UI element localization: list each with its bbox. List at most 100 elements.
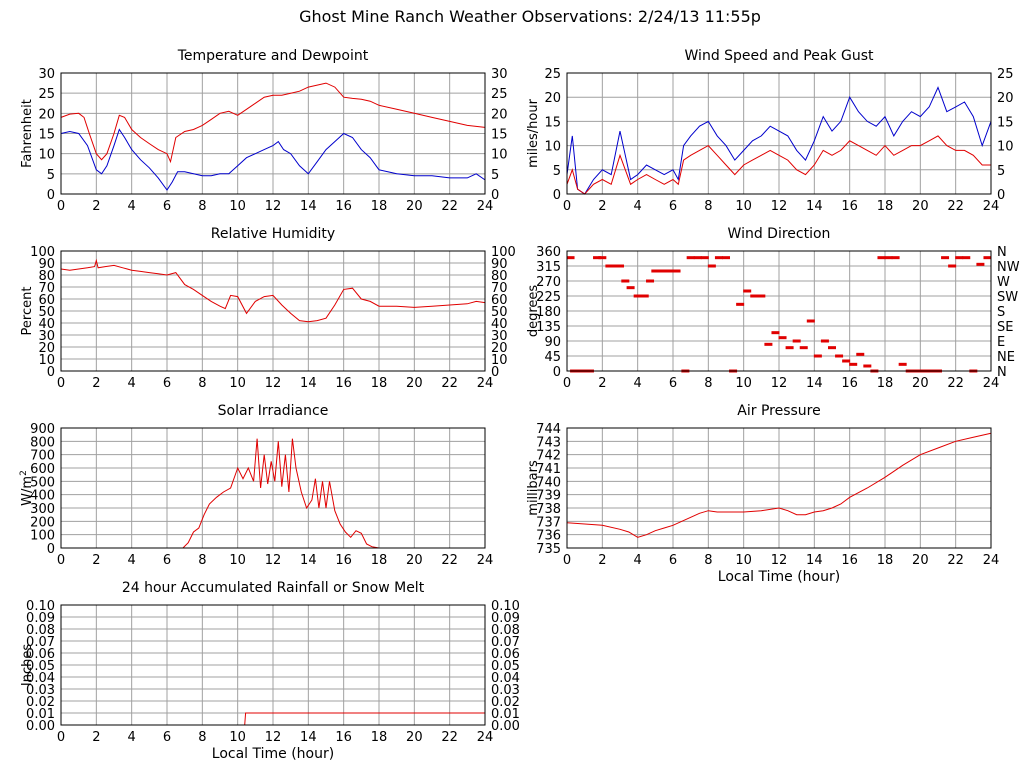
right-y-tick-label: 10	[491, 353, 508, 368]
x-tick-label: 16	[841, 376, 858, 391]
y-tick-label: 100	[30, 245, 55, 260]
x-tick-label: 8	[704, 199, 712, 214]
y-tick-label: 0.02	[26, 695, 55, 710]
y-tick-label: 737	[536, 515, 561, 530]
x-tick-label: 14	[806, 553, 823, 568]
x-tick-label: 18	[371, 199, 388, 214]
right-y-tick-label: 20	[997, 91, 1014, 106]
x-tick-label: 6	[669, 199, 677, 214]
compass-tick-label: N	[997, 365, 1007, 380]
right-y-tick-label: 0	[491, 365, 499, 380]
right-y-tick-label: 20	[491, 341, 508, 356]
series-line-red	[60, 258, 486, 323]
series-line-blue	[60, 128, 486, 191]
right-y-tick-label: 0.05	[491, 659, 520, 674]
y-tick-label: 135	[536, 320, 561, 335]
wind-direction-point	[640, 294, 649, 298]
y-tick-label: 800	[30, 435, 55, 450]
right-y-tick-label: 30	[491, 329, 508, 344]
plot-frame	[566, 250, 992, 372]
x-tick-label: 8	[198, 553, 206, 568]
right-y-tick-label: 20	[491, 107, 508, 122]
y-tick-label: 50	[38, 305, 55, 320]
y-tick-label: 90	[38, 257, 55, 272]
chart-rainfall: 24 hour Accumulated Rainfall or Snow Mel…	[20, 580, 520, 762]
x-tick-label: 14	[300, 199, 317, 214]
x-tick-label: 22	[947, 199, 964, 214]
chart-title: Relative Humidity	[211, 226, 335, 242]
x-tick-label: 12	[265, 199, 282, 214]
compass-tick-label: E	[997, 335, 1005, 350]
wind-direction-point	[693, 256, 702, 260]
x-tick-label: 0	[57, 376, 65, 391]
right-y-tick-label: 0.02	[491, 695, 520, 710]
y-tick-label: 739	[536, 489, 561, 504]
wind-direction-point	[820, 339, 829, 343]
x-tick-label: 8	[704, 553, 712, 568]
x-tick-label: 0	[57, 199, 65, 214]
right-y-tick-label: 0.08	[491, 623, 520, 638]
x-tick-label: 4	[634, 553, 642, 568]
chart-title: 24 hour Accumulated Rainfall or Snow Mel…	[122, 580, 425, 596]
x-tick-label: 14	[300, 730, 317, 745]
x-tick-label: 6	[669, 553, 677, 568]
wind-direction-point	[983, 256, 992, 260]
right-y-tick-label: 0.10	[491, 599, 520, 614]
wind-direction-point	[849, 362, 858, 366]
wind-direction-point	[616, 264, 624, 268]
wind-direction-point	[863, 364, 872, 368]
y-tick-label: 60	[38, 293, 55, 308]
wind-direction-point	[651, 269, 660, 273]
x-tick-label: 24	[477, 730, 494, 745]
right-y-tick-label: 0	[997, 188, 1005, 203]
plot-frame	[60, 72, 486, 195]
wind-direction-point	[962, 256, 971, 260]
compass-tick-label: NE	[997, 350, 1015, 365]
x-tick-label: 2	[92, 199, 100, 214]
x-axis-label: Local Time (hour)	[212, 746, 334, 762]
right-y-tick-label: 0.00	[491, 719, 520, 734]
y-tick-label: 360	[536, 245, 561, 260]
wind-direction-point	[806, 319, 815, 323]
wind-direction-point	[633, 294, 642, 298]
y-tick-label: 0.00	[26, 719, 55, 734]
y-tick-label: 0.10	[26, 599, 55, 614]
right-y-tick-label: 25	[491, 87, 508, 102]
x-tick-label: 4	[634, 376, 642, 391]
right-y-tick-label: 30	[491, 67, 508, 82]
x-tick-label: 10	[229, 376, 246, 391]
right-y-tick-label: 0.04	[491, 671, 520, 686]
x-tick-label: 0	[563, 553, 571, 568]
wind-direction-point	[750, 294, 759, 298]
y-tick-label: 20	[544, 91, 561, 106]
wind-direction-point	[835, 354, 844, 358]
y-tick-label: 0.06	[26, 647, 55, 662]
y-tick-label: 15	[38, 128, 55, 143]
chart-title: Wind Direction	[728, 226, 831, 242]
plot-frame	[60, 604, 486, 726]
wind-direction-point	[976, 262, 985, 266]
y-tick-label: 70	[38, 281, 55, 296]
x-tick-label: 22	[441, 199, 458, 214]
y-tick-label: 25	[38, 87, 55, 102]
x-tick-label: 22	[441, 730, 458, 745]
x-tick-label: 20	[912, 199, 929, 214]
chart-title: Air Pressure	[737, 403, 820, 419]
x-tick-label: 16	[335, 553, 352, 568]
y-tick-label: 25	[544, 67, 561, 82]
x-tick-label: 10	[735, 553, 752, 568]
wind-direction-point	[891, 256, 900, 260]
x-tick-label: 14	[806, 376, 823, 391]
wind-direction-point	[598, 256, 607, 260]
wind-direction-point	[898, 362, 907, 366]
y-axis-label: W/m2	[19, 470, 35, 506]
wind-direction-point	[658, 269, 667, 273]
wind-direction-point	[884, 256, 893, 260]
x-tick-label: 18	[371, 376, 388, 391]
y-tick-label: 10	[38, 148, 55, 163]
y-tick-label: 225	[536, 290, 561, 305]
y-axis-label: millibars	[526, 460, 541, 516]
